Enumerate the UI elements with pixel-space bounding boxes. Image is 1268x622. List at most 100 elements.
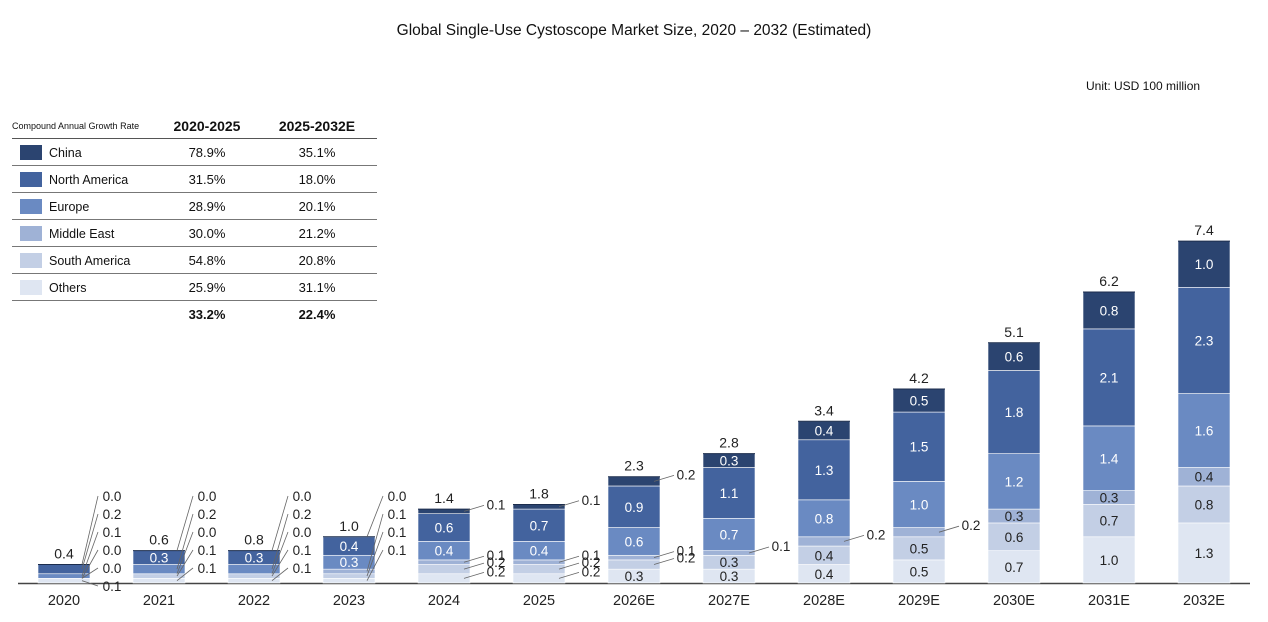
segment-label: 0.2 — [293, 507, 312, 522]
bar-segment — [512, 508, 566, 542]
chart-title: Global Single-Use Cystoscope Market Size… — [396, 22, 872, 39]
x-tick-label: 2023 — [333, 593, 365, 609]
leader-line — [176, 549, 194, 577]
cagr-value-2025-2032e: 20.8% — [257, 246, 377, 274]
cagr-value-2025-2032e: 21.2% — [257, 219, 377, 247]
leader-line — [463, 555, 485, 563]
segment-label: 0.7 — [1005, 560, 1024, 575]
bar-segment — [892, 481, 946, 528]
cagr-value-2020-2025: 25.9% — [157, 273, 257, 301]
segment-label: 0.5 — [910, 564, 929, 579]
segment-label: 0.7 — [720, 527, 739, 542]
bar-segment — [1177, 485, 1231, 524]
segment-label: 0.4 — [340, 539, 359, 554]
x-tick-label: 2022 — [238, 593, 270, 609]
cagr-value-2025-2032e: 18.0% — [257, 165, 377, 193]
x-tick-label: 2021 — [143, 593, 175, 609]
segment-label: 1.3 — [815, 463, 834, 478]
leader-line — [81, 513, 99, 570]
leader-line — [81, 531, 99, 577]
leader-line — [463, 562, 485, 570]
cagr-total-row: 33.2% 22.4% — [12, 301, 377, 328]
leader-line — [748, 546, 770, 554]
cagr-value-2025-2032e: 31.1% — [257, 273, 377, 301]
legend-swatch — [20, 252, 42, 268]
unit-label: Unit: USD 100 million — [1086, 79, 1201, 93]
bar-segment — [1177, 393, 1231, 468]
bar-segment — [892, 527, 946, 538]
leader-line — [81, 495, 99, 565]
segment-label: 0.1 — [293, 561, 312, 576]
bar-segment — [1177, 240, 1231, 288]
leader-line — [366, 513, 384, 572]
segment-label: 0.2 — [487, 555, 506, 570]
leader-line — [653, 558, 675, 565]
legend-swatch — [20, 225, 42, 241]
segment-label: 1.3 — [1195, 546, 1214, 561]
segment-label: 0.2 — [198, 507, 217, 522]
segment-label: 0.3 — [245, 551, 264, 566]
cagr-region-name: North America — [49, 172, 129, 187]
x-tick-label: 2024 — [428, 593, 460, 609]
segment-label: 0.1 — [293, 543, 312, 558]
bar-segment — [607, 485, 661, 528]
segment-label: 0.4 — [1195, 470, 1214, 485]
segment-label: 0.2 — [677, 467, 696, 482]
leader-line — [176, 495, 194, 551]
leader-line — [176, 513, 194, 570]
cagr-value-2020-2025: 30.0% — [157, 219, 257, 247]
leader-line — [463, 571, 485, 579]
bar-total-label: 0.4 — [54, 546, 74, 562]
bar-total-label: 1.8 — [529, 485, 549, 501]
segment-label: 0.1 — [103, 579, 122, 594]
segment-label: 0.0 — [103, 489, 122, 504]
cagr-value-2020-2025: 31.5% — [157, 165, 257, 193]
cagr-row: Middle East 30.0% 21.2% — [12, 219, 377, 247]
leader-line — [176, 531, 194, 574]
bar-segment — [512, 573, 566, 584]
cagr-table: Compound Annual Growth Rate 2020-2025 20… — [12, 114, 377, 327]
segment-label: 0.0 — [103, 561, 122, 576]
cagr-region-name: South America — [49, 253, 131, 268]
cagr-value-2025-2032e: 35.1% — [257, 138, 377, 166]
segment-label: 0.1 — [772, 539, 791, 554]
bar-total-label: 4.2 — [909, 370, 929, 386]
segment-label: 0.3 — [720, 569, 739, 584]
segment-label: 0.9 — [625, 500, 644, 515]
segment-label: 2.1 — [1100, 370, 1119, 385]
cagr-col-2025-2032e: 2025-2032E — [257, 114, 377, 139]
segment-label: 0.1 — [198, 561, 217, 576]
cagr-value-2020-2025: 54.8% — [157, 246, 257, 274]
segment-label: 1.0 — [910, 497, 929, 512]
bar-total-label: 2.8 — [719, 435, 739, 451]
cagr-row: Others 25.9% 31.1% — [12, 273, 377, 301]
bar-total-label: 6.2 — [1099, 273, 1119, 289]
bar-total-label: 1.0 — [339, 518, 359, 534]
cagr-region-name: China — [49, 145, 82, 160]
leader-line — [558, 562, 580, 570]
leader-line — [366, 495, 384, 537]
segment-label: 0.2 — [582, 555, 601, 570]
bar-total-label: 2.3 — [624, 458, 644, 474]
bar-segment — [607, 554, 661, 561]
legend-swatch — [20, 198, 42, 214]
cagr-value-2020-2025: 78.9% — [157, 138, 257, 166]
segment-label: 0.3 — [720, 555, 739, 570]
segment-label: 0.0 — [388, 489, 407, 504]
segment-label: 0.7 — [1100, 514, 1119, 529]
bar-segment — [417, 564, 471, 575]
segment-label: 0.1 — [487, 548, 506, 563]
segment-label: 0.1 — [582, 493, 601, 508]
leader-line — [81, 567, 99, 579]
bar-segment — [1177, 522, 1231, 584]
segment-label: 0.1 — [388, 543, 407, 558]
segment-label: 0.2 — [962, 518, 981, 533]
segment-label: 0.8 — [1100, 303, 1119, 318]
segment-label: 0.1 — [487, 497, 506, 512]
bar-total-label: 0.6 — [149, 532, 169, 548]
segment-label: 0.2 — [867, 527, 886, 542]
bar-segment — [1082, 504, 1136, 538]
segment-label: 0.4 — [815, 548, 834, 563]
bar-segment — [797, 439, 851, 501]
